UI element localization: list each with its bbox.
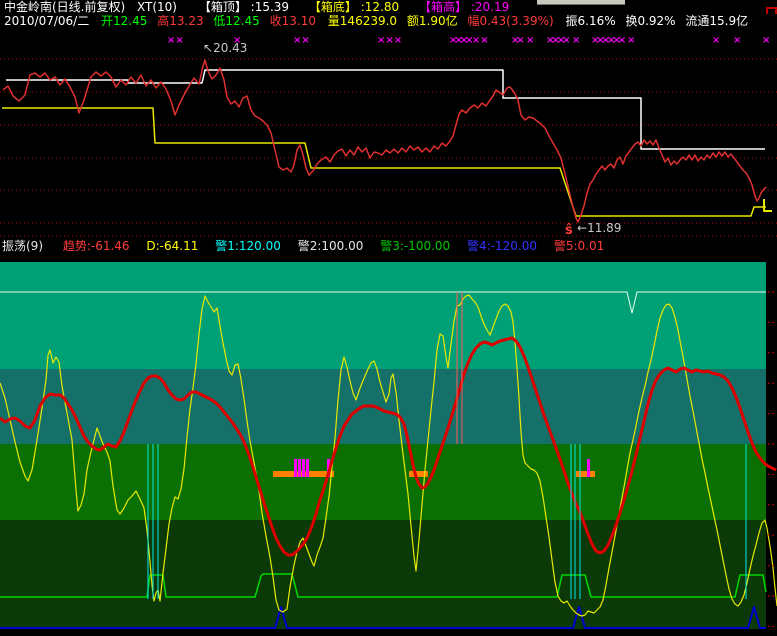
oscillator-band xyxy=(0,520,766,629)
quote-bar: 2010/07/06/二 开12.45 高13.23 低12.45 收13.10… xyxy=(4,15,748,28)
oscillator-header: 振荡(9) 趋势:-61.46 D:-64.11 警1:120.00 警2:10… xyxy=(2,240,617,253)
trough-annotation: ←11.89 xyxy=(577,221,622,235)
x-mark-icon: × xyxy=(627,35,636,46)
x-mark-icon: × xyxy=(233,35,242,46)
quote-date: 2010/07/06/二 xyxy=(4,14,90,28)
oscillator-chart[interactable] xyxy=(0,253,777,636)
sell-marker: ŝ xyxy=(565,223,573,238)
osc-param-warn2: 警2:100.00 xyxy=(297,239,364,253)
magenta-signal-bar xyxy=(302,459,305,477)
warn4-minus120 xyxy=(0,606,766,629)
peak-arrow-icon: ↖ xyxy=(203,41,214,55)
osc-param-warn3: 警3:-100.00 xyxy=(380,239,451,253)
title-bar: 中金岭南(日线.前复权) XT(10) 【箱顶】 :15.39 【箱底】 :12… xyxy=(4,1,509,14)
warn3-minus100 xyxy=(0,573,767,598)
quote-open: 开12.45 xyxy=(101,14,148,28)
oscillator-name[interactable]: 振荡(9) xyxy=(2,239,43,253)
box-bottom-line xyxy=(2,107,766,217)
slow-oscillator xyxy=(0,336,777,557)
magenta-signal-bar xyxy=(587,459,590,477)
x-mark-icon: × xyxy=(572,35,581,46)
quote-range: 幅0.43(3.39%) xyxy=(467,14,554,28)
quote-float: 流通15.9亿 xyxy=(685,14,749,28)
quote-amplitude: 振6.16% xyxy=(565,14,616,28)
box-height-label: 【箱高】 xyxy=(418,0,467,14)
orange-signal-bar xyxy=(409,471,428,477)
box-bottom-end-mark xyxy=(763,199,772,212)
indicator-name[interactable]: XT(10) xyxy=(137,0,177,14)
magenta-signal-bar xyxy=(306,459,309,477)
x-mark-icon: × xyxy=(733,35,742,46)
quote-high: 高13.23 xyxy=(157,14,204,28)
peak-annotation: ↖20.43 xyxy=(203,41,248,55)
oscillator-band xyxy=(0,262,766,369)
signal-x-marks-row: ×× × ×× ××× ×××× ×× ×× × ×××× × ×××××× × × × × xyxy=(0,36,777,48)
quote-low: 低12.45 xyxy=(213,14,260,28)
box-bottom-label: 【箱底】 xyxy=(308,0,357,14)
x-mark-icon: × xyxy=(526,35,535,46)
x-mark-icon: × xyxy=(762,35,771,46)
box-top-value: :15.39 xyxy=(250,0,290,14)
orange-signal-bar xyxy=(576,471,595,477)
box-height-value: :20.19 xyxy=(470,0,510,14)
x-mark-icon: ×× xyxy=(167,35,184,46)
x-mark-icon: × xyxy=(712,35,721,46)
pane-splitter-handle[interactable] xyxy=(537,0,625,5)
x-mark-icon: ×××××× xyxy=(591,35,626,46)
oscillator-band xyxy=(0,369,766,444)
price-line xyxy=(2,59,767,223)
red-corner-icon xyxy=(766,7,777,14)
x-mark-icon: ×××× xyxy=(449,35,473,46)
x-mark-icon: ×× xyxy=(472,35,489,46)
oscillator-band xyxy=(0,444,766,520)
osc-param-warn1: 警1:120.00 xyxy=(215,239,281,253)
osc-param-trend: 趋势:-61.46 xyxy=(62,239,130,253)
box-bottom-value: :12.80 xyxy=(360,0,400,14)
warn2-plus100 xyxy=(0,291,766,314)
quote-close: 收13.10 xyxy=(269,14,316,28)
magenta-signal-bar xyxy=(294,459,297,477)
osc-param-warn4: 警4:-120.00 xyxy=(467,239,538,253)
magenta-signal-bar xyxy=(298,459,301,477)
quote-amount: 额1.90亿 xyxy=(406,14,458,28)
trough-arrow-icon: ← xyxy=(577,221,588,235)
x-mark-icon: ×××× xyxy=(546,35,570,46)
price-chart[interactable] xyxy=(0,55,777,238)
x-mark-icon: ×× xyxy=(293,35,310,46)
x-mark-icon: ×× xyxy=(511,35,525,46)
osc-param-warn5: 警5:0.01 xyxy=(553,239,605,253)
osc-param-d: D:-64.11 xyxy=(146,239,199,253)
box-top-label: 【箱顶】 xyxy=(198,0,247,14)
x-mark-icon: ××× xyxy=(377,35,403,46)
quote-turnover: 换0.92% xyxy=(625,14,676,28)
stock-title[interactable]: 中金岭南(日线.前复权) xyxy=(4,0,126,14)
quote-volume: 量146239.0 xyxy=(327,14,398,28)
